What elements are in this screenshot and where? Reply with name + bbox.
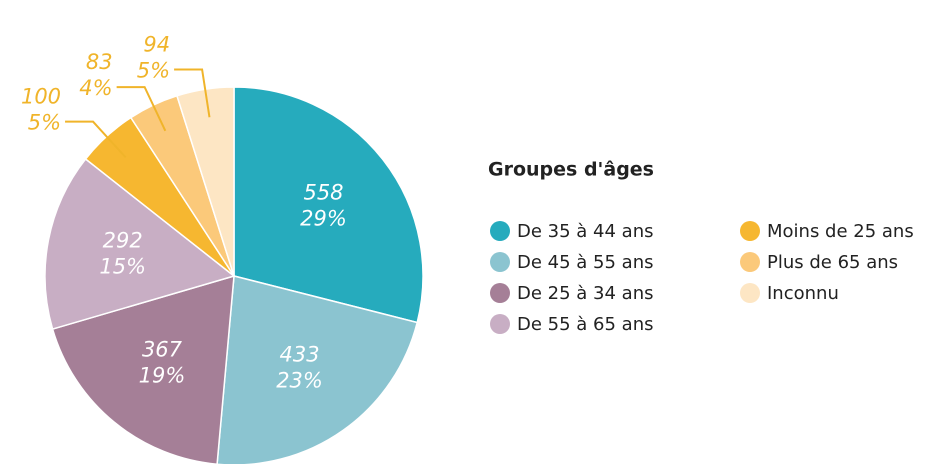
legend-label: De 45 à 55 ans	[517, 252, 653, 273]
legend-label: De 35 à 44 ans	[517, 221, 653, 242]
legend-swatch	[490, 314, 510, 334]
pie-slice	[216, 275, 419, 464]
pie-slice	[233, 86, 424, 324]
slice-value: 292	[103, 228, 143, 252]
slice-percent: 4%	[79, 76, 112, 100]
slice-percent: 5%	[137, 58, 170, 82]
legend-label: Inconnu	[767, 283, 839, 304]
legend-label: De 55 à 65 ans	[517, 314, 653, 335]
legend-label: Moins de 25 ans	[767, 221, 914, 242]
slice-value: 83	[86, 50, 113, 74]
slice-value: 94	[143, 32, 170, 56]
leader-line	[174, 68, 211, 118]
slice-percent: 29%	[300, 206, 347, 230]
legend-swatch	[740, 283, 760, 303]
pie-slice	[44, 157, 236, 330]
slice-percent: 19%	[139, 364, 186, 388]
slice-value: 367	[142, 338, 183, 362]
slice-value: 100	[21, 85, 61, 109]
slice-percent: 5%	[28, 111, 61, 135]
leader-line	[65, 120, 127, 159]
legend-swatch	[490, 221, 510, 241]
legend-swatch	[490, 252, 510, 272]
legend-swatch	[740, 252, 760, 272]
pie-slice	[51, 274, 235, 464]
slice-percent: 15%	[99, 254, 146, 278]
leader-line	[116, 86, 167, 132]
legend-title: Groupes d'âges	[488, 159, 654, 181]
slice-percent: 23%	[276, 369, 323, 393]
slice-value: 558	[303, 180, 343, 204]
legend-swatch	[740, 221, 760, 241]
legend-label: Plus de 65 ans	[767, 252, 898, 273]
legend-swatch	[490, 283, 510, 303]
slice-value: 433	[279, 343, 319, 367]
legend-label: De 25 à 34 ans	[517, 283, 653, 304]
